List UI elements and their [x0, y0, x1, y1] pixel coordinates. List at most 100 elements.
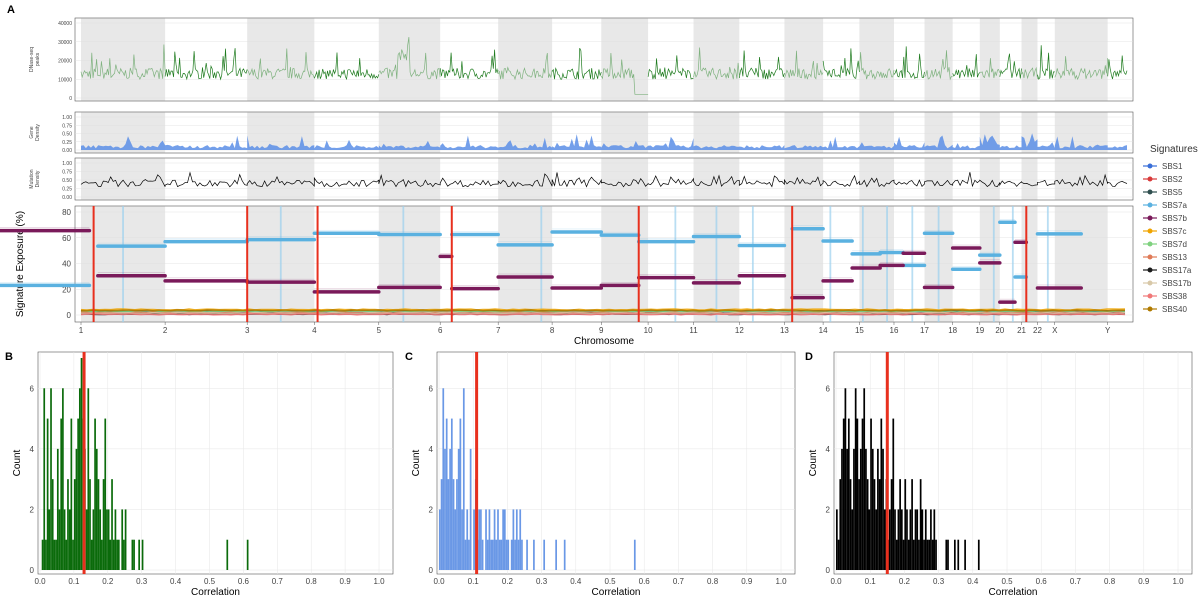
hist-xlabel: Correlation	[989, 587, 1038, 598]
hist-bar	[102, 479, 105, 570]
hist-bar	[512, 509, 515, 570]
hist-bar	[875, 509, 878, 570]
hist-bar	[957, 539, 960, 570]
hist-bar	[633, 539, 636, 570]
hist-bar	[878, 479, 881, 570]
hist-bar	[866, 479, 869, 570]
hist-bar	[906, 509, 908, 570]
track-gene: 0.00 0.25 0.50 0.75 1.00 GeneDensity	[29, 111, 1134, 154]
hist-bar	[58, 509, 61, 570]
hist-bar	[466, 509, 469, 570]
y-tick-label: 60	[62, 234, 71, 243]
dnase-line	[1107, 55, 1128, 80]
hist-bar	[459, 418, 462, 570]
chromosome-label: 11	[689, 326, 698, 335]
legend-marker-sbs7a	[1147, 202, 1153, 208]
hist-bar	[500, 539, 503, 570]
dnase-line	[738, 50, 785, 80]
chrom-shade	[693, 158, 740, 200]
chrom-shade	[247, 158, 315, 200]
hist-bar	[101, 539, 103, 570]
hist-bar	[141, 539, 144, 570]
hist-bar	[116, 539, 118, 570]
hist-bar	[56, 448, 59, 570]
x-tick-label: 0.8	[1104, 577, 1116, 586]
legend-marker-sbs38	[1147, 293, 1153, 299]
y-tick-label: 2	[429, 505, 434, 514]
panel-label-d: D	[805, 351, 813, 363]
hist-bar	[478, 509, 481, 570]
chromosome-label: 9	[599, 326, 604, 335]
chrom-shade	[601, 206, 649, 322]
hist-bar	[907, 539, 910, 570]
hist-bar	[461, 509, 463, 570]
hist-bar	[454, 509, 457, 570]
hist-bar	[70, 418, 73, 570]
chrom-shade	[859, 112, 894, 153]
hist-bar	[877, 448, 879, 570]
hist-bar	[495, 539, 498, 570]
hist-bar	[926, 539, 929, 570]
hist-bar	[95, 448, 98, 570]
chromosome-label: 12	[735, 326, 744, 335]
hist-bar	[510, 539, 513, 570]
hist-bar	[107, 509, 110, 570]
hist-ylabel: Count	[12, 449, 23, 476]
main-ylabel: Signature Exposure (%)	[15, 211, 26, 317]
hist-bar	[897, 509, 900, 570]
hist-bar	[464, 539, 467, 570]
chromosome-label: 5	[377, 326, 382, 335]
hist-bar	[111, 479, 113, 570]
chromosome-label: 20	[995, 326, 1004, 335]
x-tick-label: 0.0	[830, 577, 842, 586]
dnase-line	[647, 55, 694, 80]
legend-item-sbs7b: SBS7b	[1162, 214, 1187, 223]
hist-bar	[543, 539, 546, 570]
tick-label: 0.00	[62, 148, 72, 154]
tick-label: 1.00	[62, 115, 72, 121]
legend-item-sbs40: SBS40	[1162, 305, 1187, 314]
y-tick-label: 80	[62, 208, 71, 217]
hist-bar	[449, 448, 451, 570]
dnase-line	[822, 48, 860, 79]
hist-bar	[521, 539, 523, 570]
hist-bar	[889, 509, 891, 570]
hist-bar	[473, 509, 475, 570]
panel-label-a: A	[7, 4, 15, 16]
hist-bar	[502, 509, 504, 570]
hist-bar	[46, 418, 49, 570]
panel-label-b: B	[5, 351, 13, 363]
hist-bar	[490, 539, 493, 570]
hist-bar	[870, 418, 872, 570]
hist-bar	[124, 509, 127, 570]
hist-bar	[945, 539, 948, 570]
chromosome-label: X	[1052, 326, 1058, 335]
hist-bar	[117, 539, 120, 570]
hist-bar	[53, 539, 56, 570]
hist-bar	[121, 509, 124, 570]
hist-bar	[856, 418, 859, 570]
hist-bar	[873, 479, 876, 570]
hist-bar	[859, 448, 862, 570]
hist-bar	[844, 388, 847, 570]
chrom-shade	[784, 112, 824, 153]
hist-bar	[65, 539, 68, 570]
hist-bar	[918, 539, 920, 570]
hist-bar	[497, 509, 499, 570]
legend-item-sbs17b: SBS17b	[1162, 279, 1192, 288]
hist-bar	[909, 509, 912, 570]
hist-bar	[863, 388, 866, 570]
hist-bar	[871, 448, 874, 570]
chromosome-label: 19	[975, 326, 984, 335]
hist-bar	[114, 509, 117, 570]
hist-bar	[847, 418, 850, 570]
chromosome-label: 16	[890, 326, 899, 335]
legend-item-sbs2: SBS2	[1162, 175, 1183, 184]
chrom-shade	[378, 206, 441, 322]
chrom-shade	[1021, 18, 1038, 101]
legend-item-sbs1: SBS1	[1162, 162, 1183, 171]
hist-bar	[977, 539, 980, 570]
chrom-shade	[924, 158, 953, 200]
hist-bar	[87, 388, 90, 570]
hist-bar	[916, 509, 919, 570]
